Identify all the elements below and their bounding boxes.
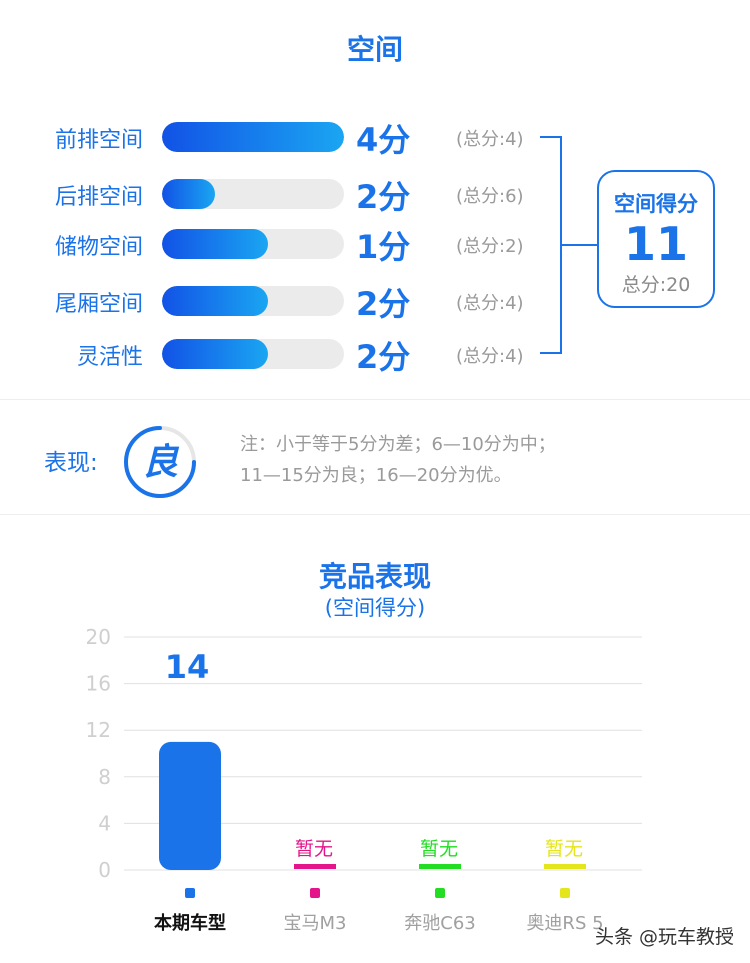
row-bar-track xyxy=(162,229,344,259)
category-label: 本期车型 xyxy=(154,912,226,934)
legend-marker xyxy=(185,888,195,898)
performance-note-line1: 注：小于等于5分为差；6—10分为中； xyxy=(240,434,556,455)
row-bar-fill xyxy=(162,229,268,259)
watermark: 头条 @玩车教授 xyxy=(594,926,734,948)
row-bar-fill xyxy=(162,122,344,152)
space-score-box: 空间得分 11 总分:20 xyxy=(597,170,715,308)
legend-marker xyxy=(435,888,445,898)
row-bar-track xyxy=(162,179,344,209)
row-bar-fill xyxy=(162,179,215,209)
row-label: 灵活性 xyxy=(76,345,143,370)
row-total: (总分:4) xyxy=(456,346,524,367)
performance-note-line2: 11—15分为良；16—20分为优。 xyxy=(240,465,512,486)
row-label: 前排空间 xyxy=(54,128,143,153)
zero-bar xyxy=(544,864,586,869)
row-total: (总分:4) xyxy=(456,129,524,150)
row-total: (总分:4) xyxy=(456,293,524,314)
chart-subtitle: (空间得分) xyxy=(324,596,426,620)
bracket-connector xyxy=(540,136,562,354)
y-tick-label: 0 xyxy=(98,858,111,882)
row-total: (总分:6) xyxy=(456,186,524,207)
category-label: 宝马M3 xyxy=(284,913,347,934)
y-tick-label: 20 xyxy=(86,625,111,649)
row-bar-fill xyxy=(162,339,268,369)
grade-badge-text: 良 xyxy=(142,442,180,483)
row-bar-track xyxy=(162,339,344,369)
row-bar-fill xyxy=(162,286,268,316)
legend-marker xyxy=(310,888,320,898)
chart-title: 竞品表现 xyxy=(318,560,431,593)
score-box-title: 空间得分 xyxy=(614,192,698,216)
row-bar-track xyxy=(162,286,344,316)
zero-bar xyxy=(294,864,336,869)
bracket-middle-line xyxy=(562,244,598,246)
y-tick-label: 16 xyxy=(86,672,111,696)
row-score: 2分 xyxy=(356,178,411,216)
category-label: 奔驰C63 xyxy=(404,913,475,934)
zero-bar xyxy=(419,864,461,869)
row-label: 后排空间 xyxy=(54,185,143,210)
performance-label: 表现: xyxy=(44,450,98,476)
section-title-space: 空间 xyxy=(346,33,403,66)
row-score: 2分 xyxy=(356,285,411,323)
row-total: (总分:2) xyxy=(456,236,524,257)
y-tick-label: 12 xyxy=(86,718,111,742)
y-tick-label: 8 xyxy=(98,765,111,789)
divider-bottom xyxy=(0,514,750,515)
row-label: 储物空间 xyxy=(54,235,143,260)
no-data-label: 暂无 xyxy=(545,838,583,860)
score-box-total: 总分:20 xyxy=(621,274,691,296)
bar-value-label: 14 xyxy=(165,648,210,686)
legend-marker xyxy=(560,888,570,898)
y-tick-label: 4 xyxy=(98,811,111,835)
no-data-label: 暂无 xyxy=(295,838,333,860)
category-label: 奥迪RS 5 xyxy=(526,913,603,934)
divider-top xyxy=(0,399,750,400)
row-bar-track xyxy=(162,122,344,152)
row-score: 2分 xyxy=(356,338,411,376)
row-label: 尾厢空间 xyxy=(54,292,143,317)
grade-badge-icon: 良 xyxy=(124,426,196,498)
row-score: 1分 xyxy=(356,228,411,266)
bar xyxy=(159,741,221,870)
score-box-value: 11 xyxy=(623,217,688,271)
row-score: 4分 xyxy=(356,121,411,159)
no-data-label: 暂无 xyxy=(420,838,458,860)
